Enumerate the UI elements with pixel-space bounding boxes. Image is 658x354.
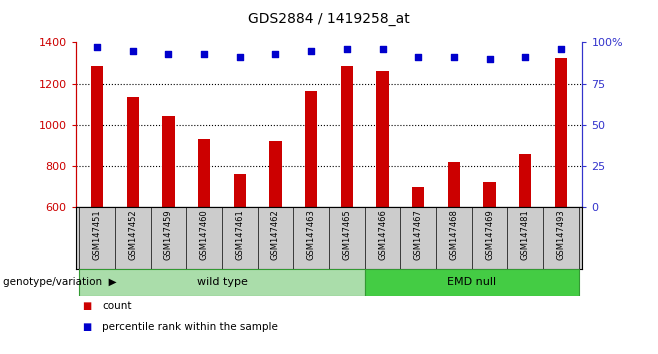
- Point: [128, 48, 138, 53]
- Point: [199, 51, 209, 57]
- Point: [342, 46, 352, 52]
- Text: ■: ■: [82, 322, 91, 332]
- Point: [270, 51, 281, 57]
- Text: GDS2884 / 1419258_at: GDS2884 / 1419258_at: [248, 12, 410, 27]
- Point: [413, 55, 424, 60]
- Point: [449, 55, 459, 60]
- Text: genotype/variation  ▶: genotype/variation ▶: [3, 277, 117, 287]
- Bar: [412, 187, 424, 207]
- Bar: [555, 58, 567, 207]
- Bar: [269, 141, 282, 207]
- Point: [163, 51, 174, 57]
- Text: count: count: [102, 301, 132, 311]
- Bar: [447, 162, 460, 207]
- Point: [555, 46, 566, 52]
- Text: EMD null: EMD null: [447, 277, 496, 287]
- Bar: [365, 269, 579, 296]
- Bar: [519, 154, 532, 207]
- Text: GSM147465: GSM147465: [342, 209, 351, 260]
- Point: [92, 45, 103, 50]
- Text: GSM147452: GSM147452: [128, 209, 138, 259]
- Text: GSM147469: GSM147469: [485, 209, 494, 260]
- Bar: [234, 174, 246, 207]
- Bar: [79, 269, 365, 296]
- Bar: [198, 139, 211, 207]
- Text: wild type: wild type: [197, 277, 247, 287]
- Text: GSM147481: GSM147481: [520, 209, 530, 260]
- Text: GSM147461: GSM147461: [236, 209, 244, 260]
- Bar: [91, 66, 103, 207]
- Text: GSM147468: GSM147468: [449, 209, 459, 260]
- Point: [484, 56, 495, 62]
- Bar: [162, 115, 174, 207]
- Text: GSM147493: GSM147493: [557, 209, 565, 260]
- Bar: [126, 97, 139, 207]
- Text: GSM147462: GSM147462: [271, 209, 280, 260]
- Text: GSM147463: GSM147463: [307, 209, 316, 260]
- Text: GSM147460: GSM147460: [199, 209, 209, 260]
- Bar: [376, 71, 389, 207]
- Point: [520, 55, 530, 60]
- Text: percentile rank within the sample: percentile rank within the sample: [102, 322, 278, 332]
- Bar: [305, 91, 317, 207]
- Point: [306, 48, 316, 53]
- Text: GSM147467: GSM147467: [414, 209, 422, 260]
- Text: GSM147466: GSM147466: [378, 209, 387, 260]
- Point: [234, 55, 245, 60]
- Point: [377, 46, 388, 52]
- Text: GSM147459: GSM147459: [164, 209, 173, 259]
- Text: GSM147451: GSM147451: [93, 209, 101, 259]
- Bar: [341, 66, 353, 207]
- Text: ■: ■: [82, 301, 91, 311]
- Bar: [484, 182, 496, 207]
